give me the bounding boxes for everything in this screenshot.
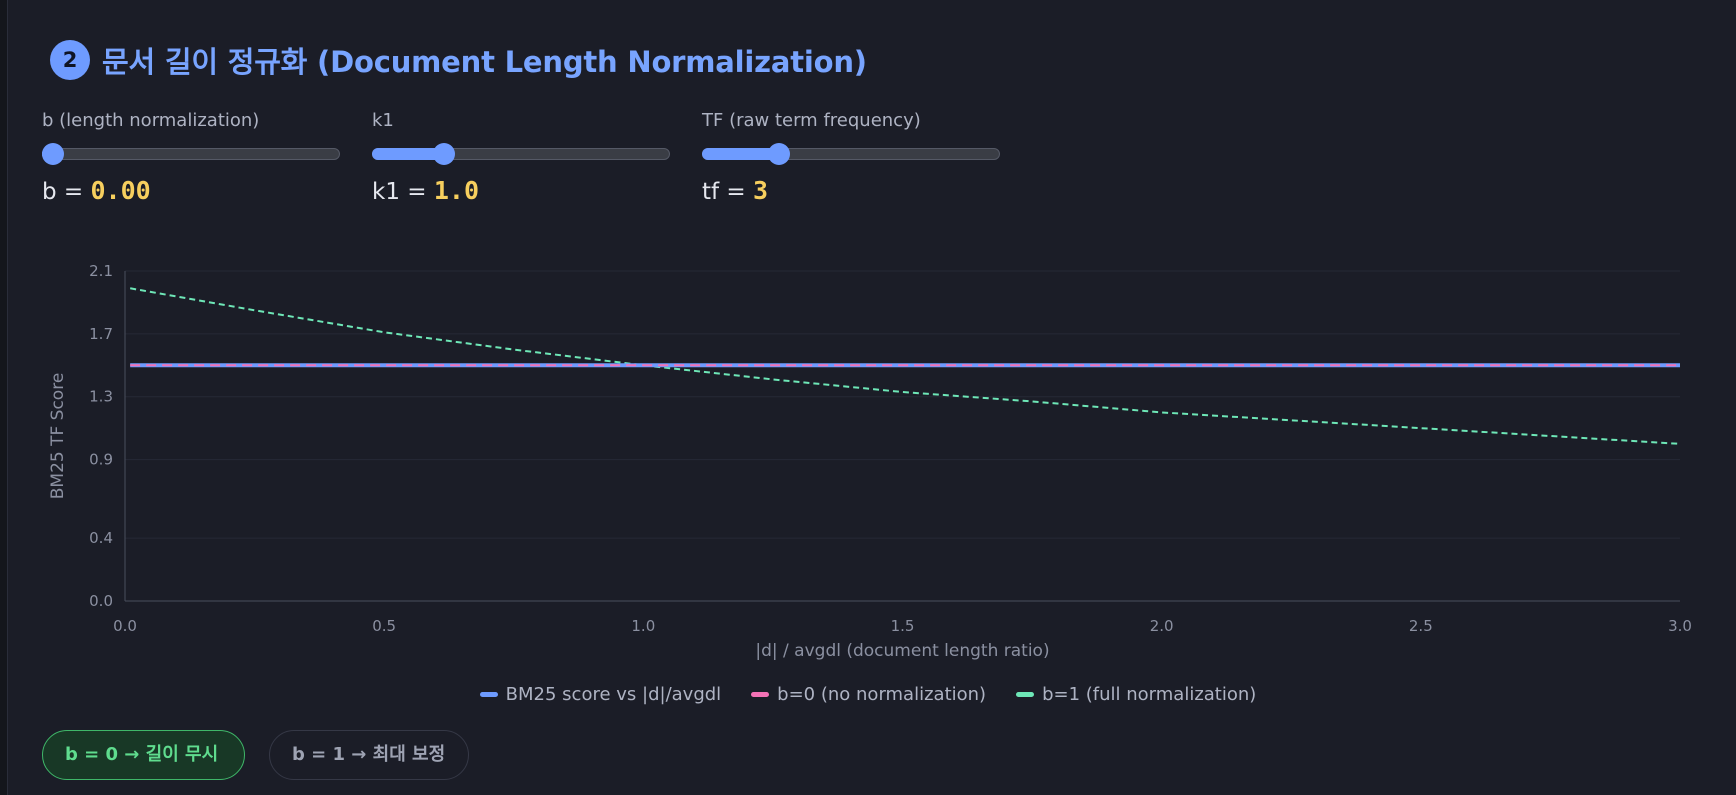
b1-preset-button[interactable]: b = 1 → 최대 보정 — [269, 730, 469, 780]
slider-fill — [372, 148, 444, 160]
x-tick-label: 1.0 — [631, 617, 655, 635]
y-tick-label: 2.1 — [89, 262, 113, 280]
legend-item-b1[interactable]: b=1 (full normalization) — [1016, 684, 1256, 705]
x-axis-label: |d| / avgdl (document length ratio) — [755, 641, 1049, 661]
slider-track — [42, 148, 340, 160]
k1-value: 1.0 — [433, 176, 480, 205]
y-tick-label: 0.9 — [89, 451, 113, 469]
bm25-line-chart: 0.0 0.4 0.9 1.3 1.7 2.1 0.0 0.5 1.0 1.5 2.0 2.5 3.0 |… — [48, 262, 1692, 661]
section-number-badge: 2 — [50, 40, 90, 80]
section-title: 문서 길이 정규화 (Document Length Normalization… — [102, 45, 867, 79]
b0-preset-button[interactable]: b = 0 → 길이 무시 — [42, 730, 245, 780]
legend-swatch-pink — [751, 692, 770, 697]
b-slider-label: b (length normalization) — [42, 110, 260, 131]
section-card: 2 문서 길이 정규화 (Document Length Normalizati… — [7, 0, 1736, 795]
slider-thumb[interactable] — [432, 143, 455, 165]
section-header: 2 문서 길이 정규화 (Document Length Normalizati… — [50, 39, 867, 81]
tf-value: 3 — [753, 176, 769, 205]
slider-thumb[interactable] — [768, 143, 791, 165]
k1-control: k1 k1 = 1.0 — [372, 110, 672, 205]
tf-readout-prefix: tf = — [702, 179, 754, 205]
legend-label-b1: b=1 (full normalization) — [1042, 684, 1257, 705]
y-tick-label: 0.0 — [89, 592, 113, 610]
legend-label-bm25: BM25 score vs |d|/avgdl — [505, 684, 722, 705]
legend-item-b0[interactable]: b=0 (no normalization) — [751, 684, 986, 705]
k1-slider[interactable] — [372, 143, 670, 165]
tf-control: TF (raw term frequency) tf = 3 — [702, 110, 1002, 205]
tf-readout: tf = 3 — [702, 176, 1002, 205]
y-axis-label: BM25 TF Score — [48, 373, 68, 500]
y-tick-label: 1.3 — [89, 388, 113, 406]
y-tick-label: 0.4 — [89, 529, 113, 547]
k1-readout-prefix: k1 = — [372, 179, 434, 205]
legend-swatch-green — [1016, 692, 1035, 697]
x-tick-label: 3.0 — [1668, 617, 1692, 635]
x-tick-label: 2.5 — [1409, 617, 1433, 635]
legend-swatch-blue — [479, 692, 498, 697]
x-tick-label: 0.0 — [113, 617, 137, 635]
tf-slider[interactable] — [702, 143, 1000, 165]
b-value: 0.00 — [90, 176, 151, 205]
k1-readout: k1 = 1.0 — [372, 176, 672, 205]
chart-legend: BM25 score vs |d|/avgdl b=0 (no normaliz… — [0, 684, 1736, 705]
slider-fill — [702, 148, 780, 160]
legend-item-bm25[interactable]: BM25 score vs |d|/avgdl — [479, 684, 722, 705]
legend-label-b0: b=0 (no normalization) — [777, 684, 987, 705]
k1-slider-label: k1 — [372, 110, 394, 131]
y-tick-label: 1.7 — [89, 325, 113, 343]
b-readout-prefix: b = — [42, 179, 91, 205]
slider-thumb[interactable] — [42, 143, 64, 165]
tf-slider-label: TF (raw term frequency) — [702, 110, 921, 131]
b-slider[interactable] — [42, 143, 340, 165]
x-tick-label: 2.0 — [1150, 617, 1174, 635]
b-readout: b = 0.00 — [42, 176, 342, 205]
x-tick-label: 1.5 — [891, 617, 915, 635]
b-control: b (length normalization) b = 0.00 — [42, 110, 342, 205]
x-tick-label: 0.5 — [372, 617, 396, 635]
